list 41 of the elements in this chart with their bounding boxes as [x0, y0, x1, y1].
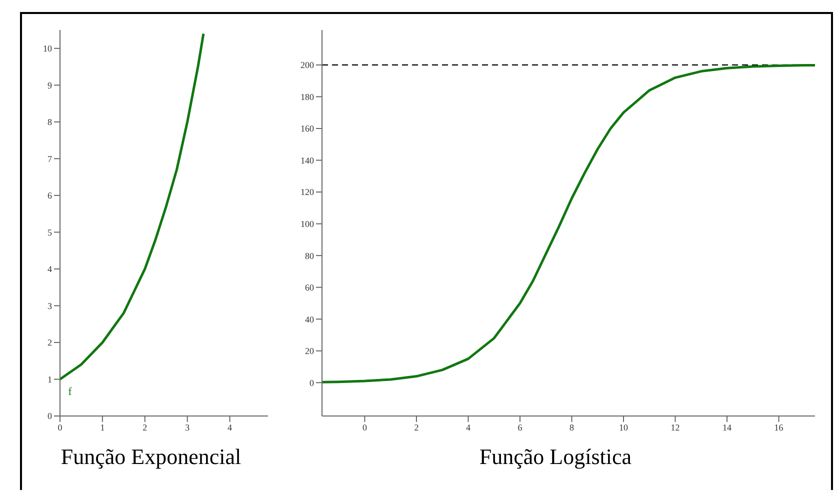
- x-tick-label: 6: [518, 422, 523, 432]
- y-tick-label: 8: [48, 117, 52, 128]
- y-tick-label: 40: [305, 314, 314, 324]
- x-tick-label: 14: [722, 422, 732, 432]
- x-tick-label: 0: [362, 422, 368, 432]
- y-tick-label: 9: [48, 80, 52, 90]
- x-tick-label: 12: [670, 422, 680, 432]
- x-tick-label: 4: [228, 422, 233, 432]
- y-tick-label: 2: [48, 338, 52, 348]
- x-tick-label: 3: [185, 422, 190, 432]
- y-tick-label: 0: [48, 411, 52, 422]
- y-tick-label: 160: [300, 124, 314, 134]
- y-tick-label: 180: [300, 92, 314, 102]
- y-tick-label: 100: [300, 218, 314, 229]
- y-tick-label: 140: [300, 155, 314, 166]
- x-tick-label: 2: [142, 422, 148, 432]
- y-tick-label: 0: [310, 378, 314, 388]
- y-tick-label: 60: [305, 282, 314, 293]
- y-tick-label: 20: [305, 346, 314, 356]
- x-tick-label: 16: [774, 422, 784, 432]
- x-tick-label: 10: [618, 422, 628, 432]
- y-tick-label: 1: [48, 374, 52, 384]
- x-tick-label: 1: [100, 422, 105, 432]
- x-tick-label: 4: [466, 422, 471, 432]
- x-tick-label: 0: [58, 422, 63, 432]
- line-series: [322, 64, 815, 384]
- y-tick-label: 120: [300, 187, 314, 198]
- x-tick-label: 2: [414, 422, 419, 432]
- x-axis-title: Função Exponencial: [60, 444, 242, 470]
- y-tick-label: 200: [300, 60, 314, 70]
- line-series: [60, 32, 205, 380]
- x-axis-title: Função Logística: [478, 444, 633, 470]
- y-tick-label: 7: [48, 154, 52, 164]
- y-tick-label: 3: [48, 300, 52, 311]
- y-tick-label: 6: [48, 190, 52, 201]
- x-tick-label: 8: [569, 422, 574, 432]
- y-tick-label: 5: [48, 227, 52, 238]
- y-tick-label: 4: [48, 264, 52, 274]
- annotation: f: [68, 386, 72, 398]
- y-tick-label: 80: [305, 250, 314, 261]
- y-tick-label: 10: [43, 44, 52, 54]
